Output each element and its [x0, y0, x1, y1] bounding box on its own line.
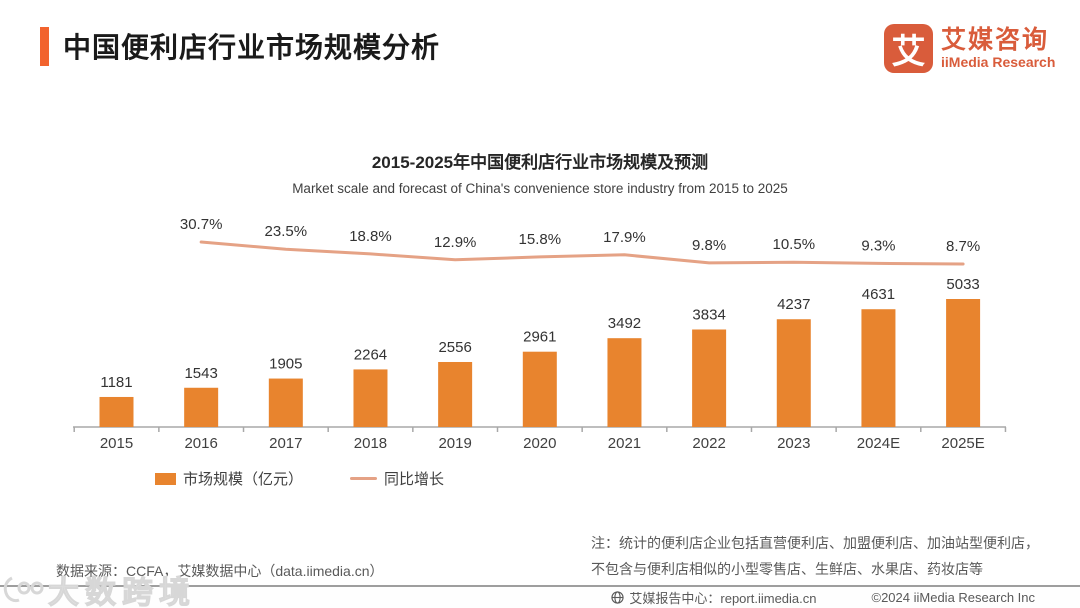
legend-label-market-scale: 市场规模（亿元）: [183, 471, 304, 488]
globe-icon: [611, 591, 625, 604]
svg-text:9.3%: 9.3%: [861, 237, 895, 254]
bottom-bar: 艾媒报告中心：report.iimedia.cn ©2024 iiMedia R…: [0, 585, 1080, 608]
watermark: 大数跨境: [2, 567, 196, 608]
svg-text:2024E: 2024E: [857, 435, 900, 452]
logo-name-en: iiMedia Research: [941, 54, 1056, 70]
watermark-logo-icon: [3, 576, 44, 602]
line-swatch-icon: [350, 477, 378, 480]
page-title: 中国便利店行业市场规模分析: [63, 32, 441, 63]
footnote-line2: 不包含与便利店相似的小型零售店、生鲜店、水果店、药妆店等: [591, 561, 983, 577]
svg-text:4237: 4237: [777, 296, 810, 313]
svg-text:9.8%: 9.8%: [692, 237, 726, 254]
svg-text:2556: 2556: [438, 339, 471, 356]
logo-text: 艾媒咨询 iiMedia Research: [941, 26, 1056, 71]
iimedia-logo-icon: 艾: [884, 24, 933, 73]
svg-text:23.5%: 23.5%: [265, 223, 308, 240]
svg-text:2022: 2022: [692, 435, 725, 452]
svg-text:2017: 2017: [269, 435, 302, 452]
svg-text:2020: 2020: [523, 435, 556, 452]
svg-text:1543: 1543: [184, 365, 217, 382]
svg-text:10.5%: 10.5%: [773, 236, 816, 253]
svg-text:5033: 5033: [946, 276, 979, 293]
logo-name-cn: 艾媒咨询: [941, 26, 1050, 54]
chart-subtitle: Market scale and forecast of China's con…: [292, 181, 788, 196]
svg-text:1905: 1905: [269, 356, 302, 373]
svg-text:2018: 2018: [354, 435, 387, 452]
chart-legend: 市场规模（亿元） 同比增长: [155, 468, 444, 489]
svg-text:3834: 3834: [692, 306, 725, 323]
market-scale-chart: 1181 2015 1543 2016 1905 2017 2264 2018 2556 2019…: [73, 216, 1007, 452]
iimedia-logo: 艾 艾媒咨询 iiMedia Research: [884, 24, 1055, 73]
footnote: 注：统计的便利店企业包括直营便利店、加盟便利店、加油站型便利店， 不包含与便利店…: [591, 530, 1039, 582]
svg-text:2264: 2264: [354, 346, 387, 363]
svg-text:4631: 4631: [862, 286, 895, 303]
legend-item-growth: 同比增长: [350, 468, 444, 489]
svg-text:2016: 2016: [184, 435, 217, 452]
data-source: 数据来源：CCFA，艾媒数据中心（data.iimedia.cn）: [56, 563, 384, 579]
copyright: ©2024 iiMedia Research Inc: [871, 590, 1036, 605]
footnote-line1: 注：统计的便利店企业包括直营便利店、加盟便利店、加油站型便利店，: [591, 535, 1039, 551]
legend-label-growth: 同比增长: [384, 471, 445, 488]
report-center: 艾媒报告中心：report.iimedia.cn: [611, 588, 817, 607]
svg-text:3492: 3492: [608, 315, 641, 332]
svg-text:30.7%: 30.7%: [180, 216, 223, 233]
svg-text:2019: 2019: [438, 435, 471, 452]
svg-text:15.8%: 15.8%: [519, 231, 562, 248]
svg-text:1181: 1181: [100, 374, 132, 391]
bar-swatch-icon: [155, 472, 176, 485]
svg-text:12.9%: 12.9%: [434, 234, 477, 251]
legend-item-market-scale: 市场规模（亿元）: [155, 468, 303, 489]
svg-text:2015: 2015: [100, 435, 133, 452]
svg-text:2961: 2961: [523, 329, 556, 346]
chart-title: 2015-2025年中国便利店行业市场规模及预测: [371, 153, 709, 172]
title-accent-bar: [40, 27, 49, 66]
svg-text:2023: 2023: [777, 435, 810, 452]
svg-text:2025E: 2025E: [941, 435, 984, 452]
svg-text:2021: 2021: [608, 435, 641, 452]
svg-text:17.9%: 17.9%: [603, 229, 646, 246]
watermark-text: 大数跨境: [48, 575, 196, 608]
svg-text:18.8%: 18.8%: [349, 228, 392, 245]
report-center-link: 艾媒报告中心：report.iimedia.cn: [629, 591, 817, 606]
svg-text:8.7%: 8.7%: [946, 238, 980, 255]
